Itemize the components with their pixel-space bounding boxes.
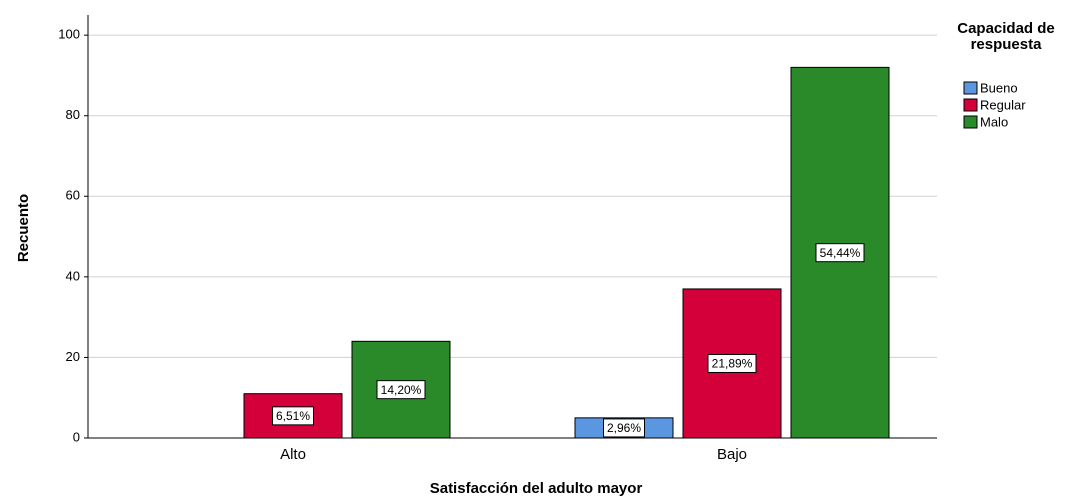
y-axis-title: Recuento xyxy=(15,194,32,262)
legend-label: Regular xyxy=(980,97,1026,112)
x-tick-label: Bajo xyxy=(717,446,747,463)
value-label: 54,44% xyxy=(820,246,861,260)
value-label-box xyxy=(815,243,865,263)
value-label-box xyxy=(376,380,426,400)
value-label-box xyxy=(603,418,645,438)
legend-swatch xyxy=(963,81,978,95)
value-label: 2,96% xyxy=(607,421,641,435)
value-label-box xyxy=(707,353,757,373)
y-tick-label: 40 xyxy=(66,268,80,283)
y-tick-label: 60 xyxy=(66,188,80,203)
y-tick-label: 100 xyxy=(58,27,80,42)
legend-label: Malo xyxy=(980,114,1008,129)
legend-swatch xyxy=(963,115,978,129)
value-label: 14,20% xyxy=(381,383,422,397)
value-label: 6,51% xyxy=(276,409,310,423)
legend-label: Bueno xyxy=(980,80,1018,95)
value-label-box xyxy=(272,406,314,426)
y-tick-label: 80 xyxy=(66,107,80,122)
legend-title: Capacidad de respuesta xyxy=(957,20,1055,53)
y-tick-label: 20 xyxy=(66,349,80,364)
value-label: 21,89% xyxy=(712,357,753,371)
y-tick-label: 0 xyxy=(73,429,80,444)
x-axis-title: Satisfacción del adulto mayor xyxy=(430,480,643,497)
legend-swatch xyxy=(963,98,978,112)
x-tick-label: Alto xyxy=(280,446,306,463)
